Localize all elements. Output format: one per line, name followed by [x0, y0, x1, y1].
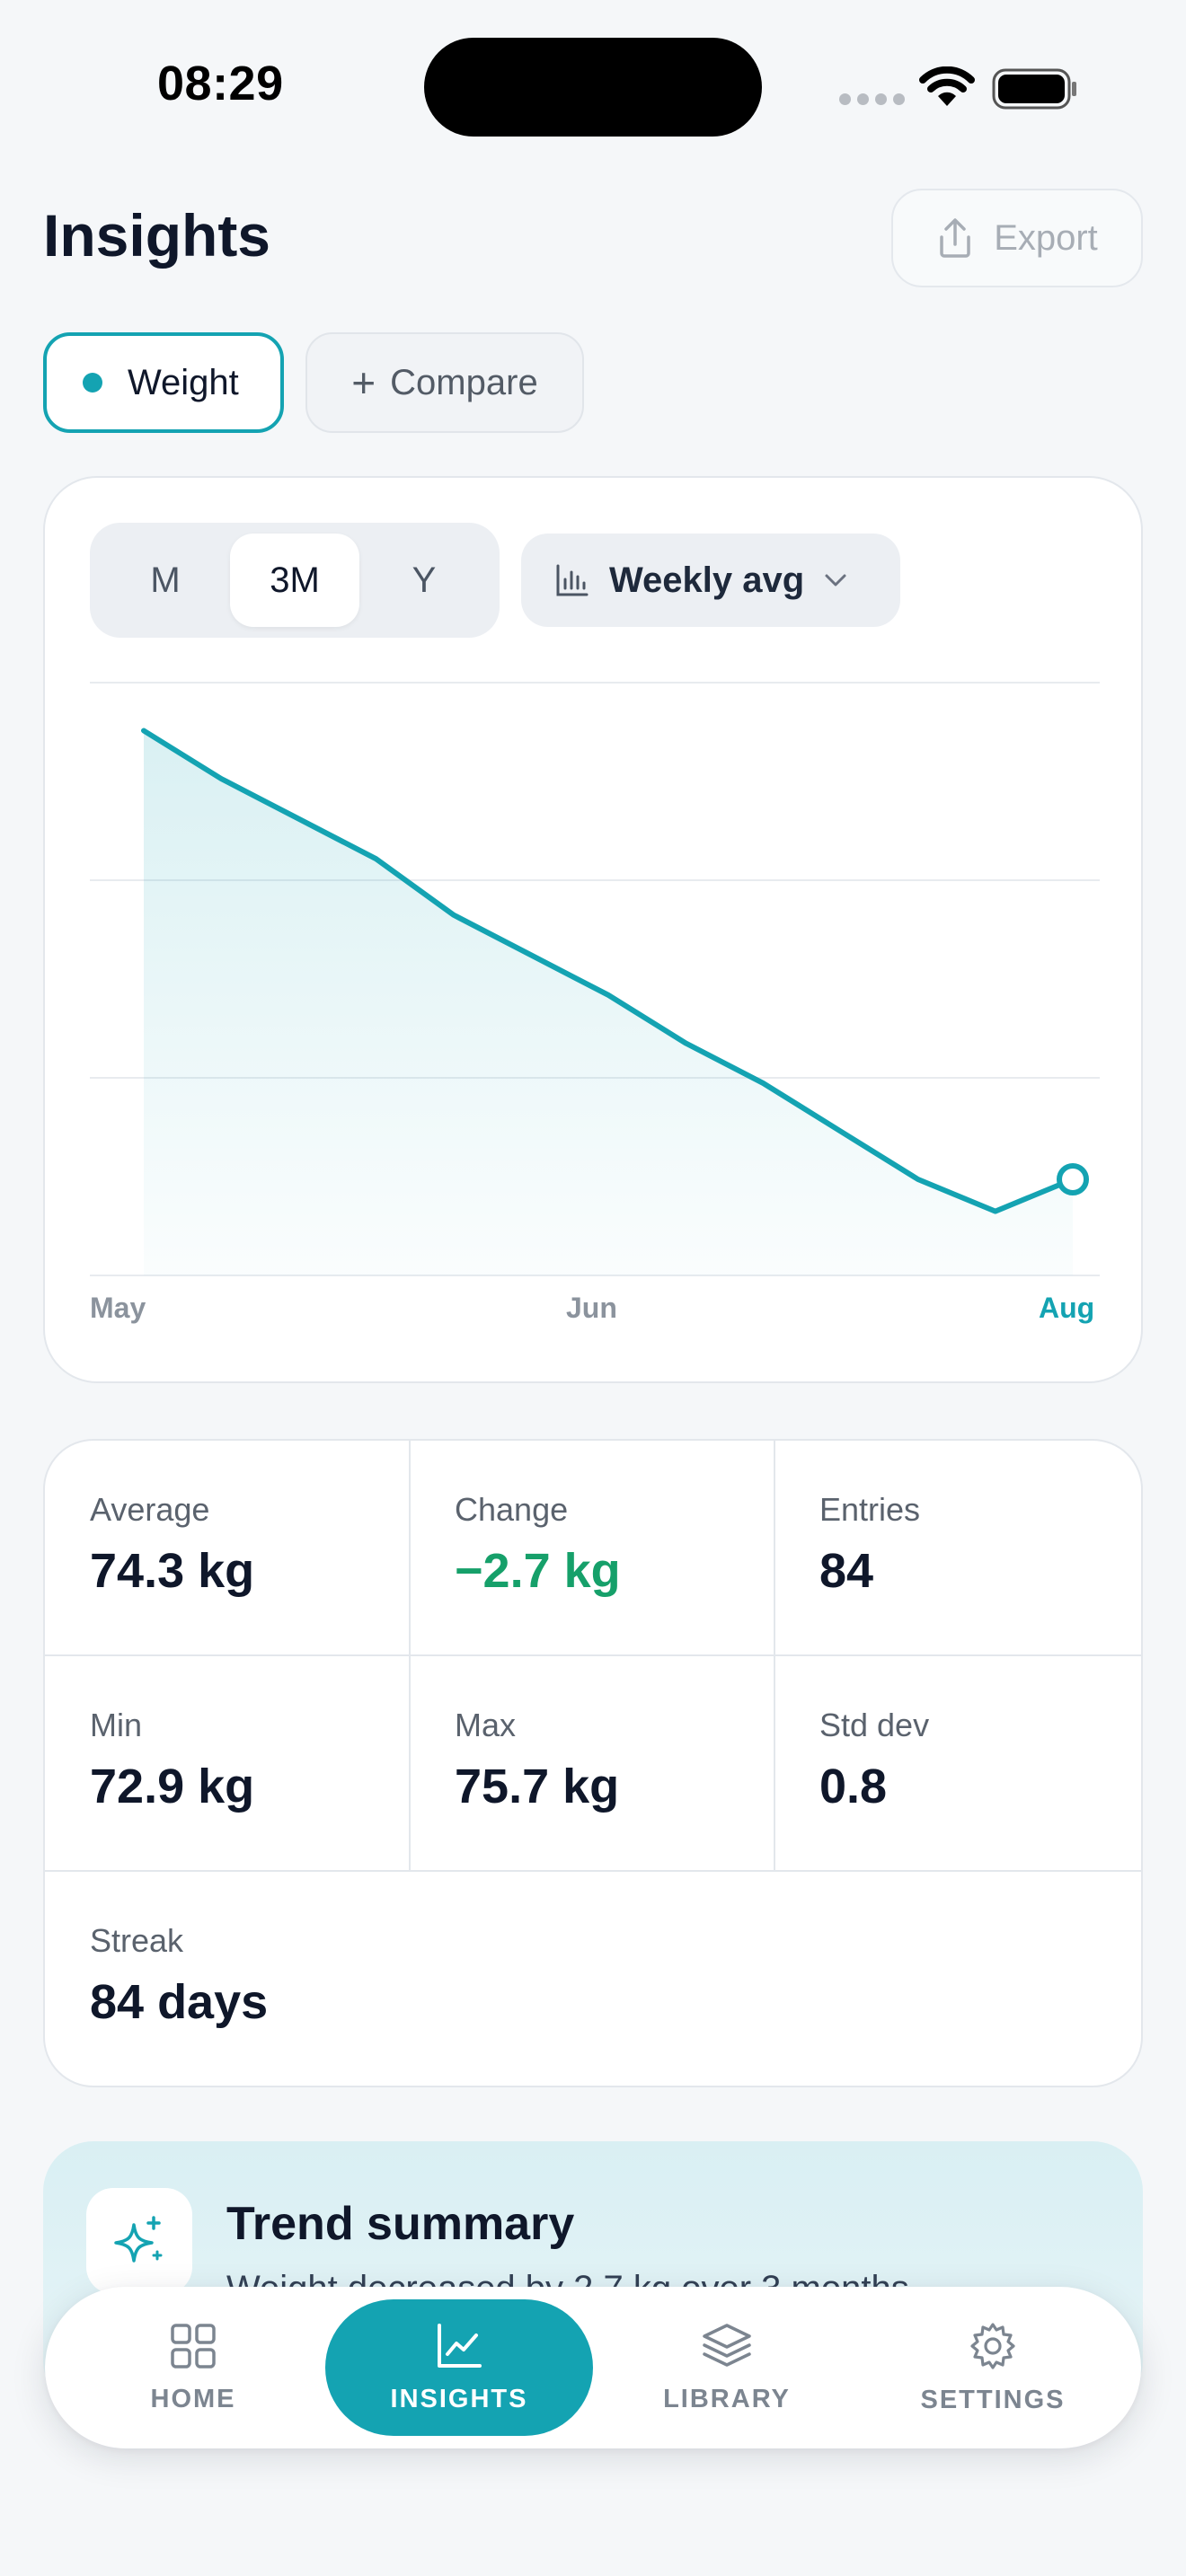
stat-label: Streak: [90, 1922, 184, 1959]
stat-value: 75.7 kg: [455, 1760, 620, 1813]
bottom-nav: HOME INSIGHTS LIBRARY SETTINGS: [45, 2287, 1141, 2448]
stat-change: Change −2.7 kg: [410, 1441, 774, 1656]
stat-value: −2.7 kg: [455, 1544, 621, 1598]
stats-grid: Average 74.3 kg Change −2.7 kg Entries 8…: [43, 1439, 1143, 2087]
stat-std-dev: Std dev 0.8: [774, 1656, 1141, 1872]
stat-label: Change: [455, 1491, 569, 1528]
export-button[interactable]: Export: [891, 189, 1143, 287]
weight-chart: [90, 682, 1100, 1276]
nav-label: HOME: [150, 2384, 236, 2413]
divider: [409, 1441, 411, 1872]
stat-label: Std dev: [819, 1707, 930, 1743]
nav-item-library[interactable]: LIBRARY: [593, 2299, 861, 2436]
status-time: 08:29: [157, 57, 284, 110]
nav-item-settings[interactable]: SETTINGS: [859, 2299, 1127, 2436]
chip-label: Compare: [390, 362, 538, 402]
divider: [45, 1654, 1141, 1656]
nav-label: INSIGHTS: [390, 2384, 528, 2413]
metric-chip-weight[interactable]: Weight: [43, 332, 284, 433]
line-chart-icon: [438, 2323, 482, 2368]
trend-title: Trend summary: [226, 2198, 575, 2250]
nav-label: SETTINGS: [920, 2385, 1066, 2414]
grid-icon: [171, 2323, 216, 2369]
sparkles-icon: [86, 2188, 192, 2294]
layers-icon: [703, 2323, 751, 2367]
bar-chart-icon: [556, 564, 589, 596]
stat-value: 74.3 kg: [90, 1544, 255, 1598]
chart-area-fill: [144, 730, 1073, 1275]
range-option-m[interactable]: M: [150, 560, 181, 600]
nav-item-home[interactable]: HOME: [59, 2299, 327, 2436]
stat-min: Min 72.9 kg: [45, 1656, 410, 1872]
nav-item-insights[interactable]: INSIGHTS: [325, 2299, 593, 2436]
stat-value: 0.8: [819, 1760, 888, 1813]
range-option-y[interactable]: Y: [412, 560, 437, 600]
stat-label: Max: [455, 1707, 517, 1743]
share-icon: [940, 218, 970, 258]
stat-value: 84 days: [90, 1975, 269, 2029]
aggregation-dropdown[interactable]: Weekly avg: [521, 534, 900, 627]
range-selector: M 3M Y: [90, 523, 500, 638]
accent-dot-icon: [83, 373, 102, 393]
dynamic-island: [424, 38, 762, 137]
stat-value: 72.9 kg: [90, 1760, 255, 1813]
chart-card: M 3M Y Weekly avg: [43, 476, 1143, 1383]
stat-streak: Streak 84 days: [45, 1872, 1141, 2086]
aggregation-label: Weekly avg: [609, 560, 805, 600]
stat-label: Min: [90, 1707, 143, 1743]
chevron-down-icon: [825, 574, 846, 587]
x-tick-label: May: [90, 1292, 146, 1324]
battery-icon: [992, 68, 1076, 110]
stat-average: Average 74.3 kg: [45, 1441, 410, 1656]
chip-label: Weight: [128, 362, 239, 402]
x-tick-label-active: Aug: [1039, 1292, 1095, 1324]
stat-label: Average: [90, 1491, 210, 1528]
chart-series-line: [141, 728, 1075, 1214]
stat-value: 84: [819, 1544, 874, 1598]
chart-point-latest[interactable]: [1057, 1162, 1089, 1195]
wifi-icon: [919, 66, 975, 106]
page-title: Insights: [43, 202, 271, 269]
x-tick-label: Jun: [566, 1292, 617, 1324]
range-option-3m[interactable]: 3M: [230, 534, 359, 627]
export-label: Export: [994, 217, 1098, 258]
stat-max: Max 75.7 kg: [410, 1656, 774, 1872]
nav-label: LIBRARY: [663, 2384, 791, 2413]
compare-chip[interactable]: + Compare: [305, 332, 584, 433]
divider: [45, 1870, 1141, 1872]
stat-label: Entries: [819, 1491, 921, 1528]
cellular-signal-icon: [839, 93, 905, 105]
gear-icon: [970, 2322, 1015, 2369]
stat-entries: Entries 84: [774, 1441, 1141, 1656]
plus-icon: +: [351, 359, 376, 406]
divider: [774, 1441, 775, 1872]
